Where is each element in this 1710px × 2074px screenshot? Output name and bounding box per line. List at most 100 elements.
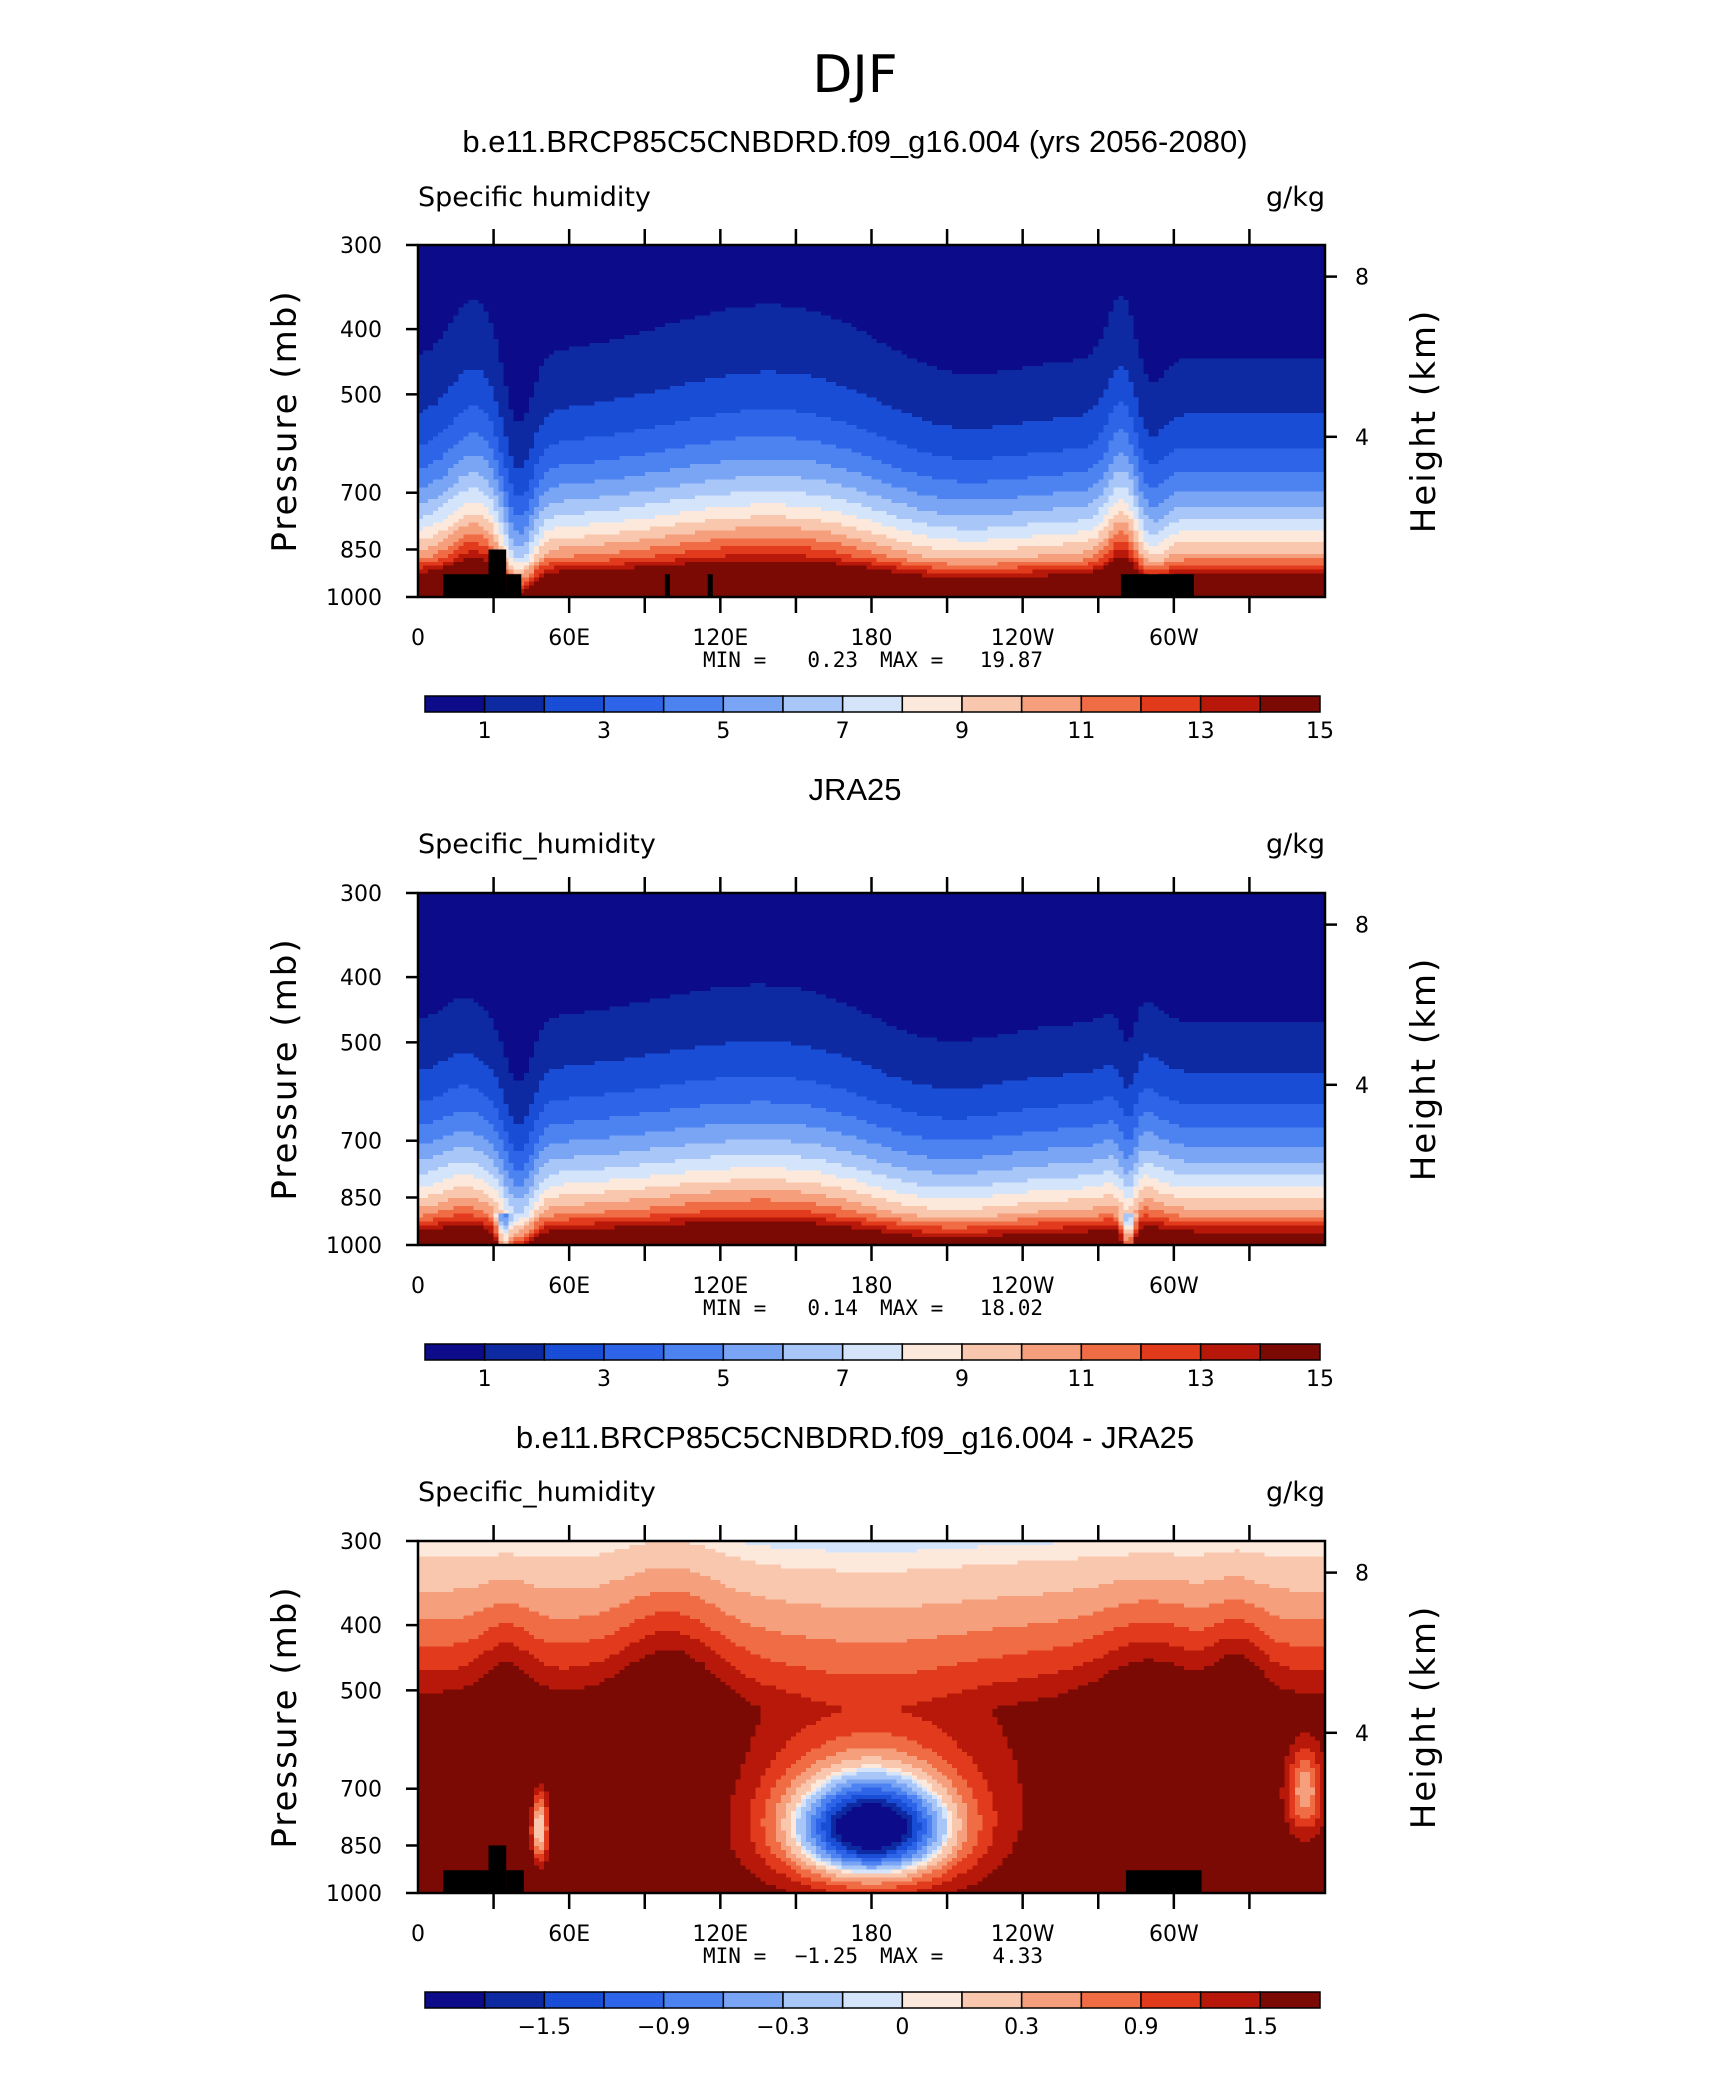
field-cell — [1083, 292, 1089, 297]
field-cell — [942, 331, 948, 336]
field-cell — [524, 296, 530, 301]
field-cell — [1038, 308, 1044, 313]
field-cell — [791, 280, 797, 285]
field-cell — [1315, 331, 1321, 336]
field-cell — [1088, 304, 1094, 309]
field-cell — [710, 272, 716, 277]
field-cell — [1290, 249, 1296, 254]
field-cell — [489, 268, 495, 273]
field-cell — [1234, 276, 1240, 281]
field-cell — [473, 304, 479, 309]
field-cell — [1189, 276, 1195, 281]
field-cell — [589, 296, 595, 301]
field-cell — [751, 331, 757, 336]
field-cell — [725, 288, 731, 293]
field-cell — [499, 315, 505, 320]
field-cell — [872, 339, 878, 344]
field-cell — [761, 339, 767, 344]
field-cell — [1098, 257, 1104, 262]
field-cell — [861, 292, 867, 297]
field-cell — [892, 343, 898, 348]
field-cell — [1280, 319, 1286, 324]
field-cell — [609, 315, 615, 320]
field-cell — [1018, 315, 1024, 320]
field-cell — [1164, 339, 1170, 344]
field-cell — [468, 343, 474, 348]
field-cell — [625, 257, 631, 262]
field-cell — [670, 347, 676, 352]
field-cell — [700, 284, 706, 289]
field-cell — [690, 319, 696, 324]
field-cell — [484, 249, 490, 254]
field-cell — [473, 296, 479, 301]
field-cell — [972, 253, 978, 258]
field-cell — [952, 343, 958, 348]
field-cell — [756, 288, 762, 293]
field-cell — [1254, 276, 1260, 281]
field-cell — [1154, 253, 1160, 258]
field-cell — [831, 315, 837, 320]
field-cell — [690, 249, 696, 254]
field-cell — [1128, 288, 1134, 293]
field-cell — [1159, 284, 1165, 289]
field-cell — [1169, 300, 1175, 305]
field-cell — [1189, 288, 1195, 293]
field-cell — [1295, 288, 1301, 293]
field-cell — [660, 292, 666, 297]
field-cell — [705, 280, 711, 285]
field-cell — [877, 288, 883, 293]
field-cell — [1285, 288, 1291, 293]
field-cell — [836, 335, 842, 340]
field-cell — [529, 288, 535, 293]
field-cell — [604, 272, 610, 277]
field-cell — [1003, 343, 1009, 348]
field-cell — [786, 272, 792, 277]
field-cell — [725, 343, 731, 348]
field-cell — [1224, 272, 1230, 277]
field-cell — [1098, 323, 1104, 328]
field-cell — [534, 276, 540, 281]
field-cell — [428, 304, 434, 309]
field-cell — [977, 253, 983, 258]
field-cell — [1128, 296, 1134, 301]
field-cell — [1290, 280, 1296, 285]
field-cell — [1093, 343, 1099, 348]
field-cell — [715, 308, 721, 313]
field-cell — [1184, 347, 1190, 352]
field-cell — [564, 257, 570, 262]
field-cell — [1224, 339, 1230, 344]
field-cell — [1048, 304, 1054, 309]
field-cell — [902, 308, 908, 313]
field-cell — [962, 315, 968, 320]
field-cell — [499, 288, 505, 293]
field-cell — [932, 284, 938, 289]
field-cell — [1003, 327, 1009, 332]
field-cell — [735, 331, 741, 336]
field-cell — [700, 304, 706, 309]
field-cell — [771, 257, 777, 262]
field-cell — [791, 323, 797, 328]
field-cell — [1144, 319, 1150, 324]
field-cell — [957, 276, 963, 281]
field-cell — [907, 308, 913, 313]
field-cell — [846, 319, 852, 324]
field-cell — [1234, 319, 1240, 324]
field-cell — [866, 265, 872, 270]
field-cell — [856, 268, 862, 273]
field-cell — [730, 265, 736, 270]
field-cell — [872, 249, 878, 254]
field-cell — [1053, 335, 1059, 340]
field-cell — [962, 265, 968, 270]
field-cell — [1008, 319, 1014, 324]
field-cell — [1199, 253, 1205, 258]
field-cell — [1184, 315, 1190, 320]
field-cell — [695, 288, 701, 293]
field-cell — [650, 319, 656, 324]
field-cell — [554, 335, 560, 340]
field-cell — [977, 265, 983, 270]
field-cell — [1310, 323, 1316, 328]
field-cell — [902, 319, 908, 324]
field-cell — [786, 331, 792, 336]
field-cell — [1229, 296, 1235, 301]
field-cell — [1103, 300, 1109, 305]
